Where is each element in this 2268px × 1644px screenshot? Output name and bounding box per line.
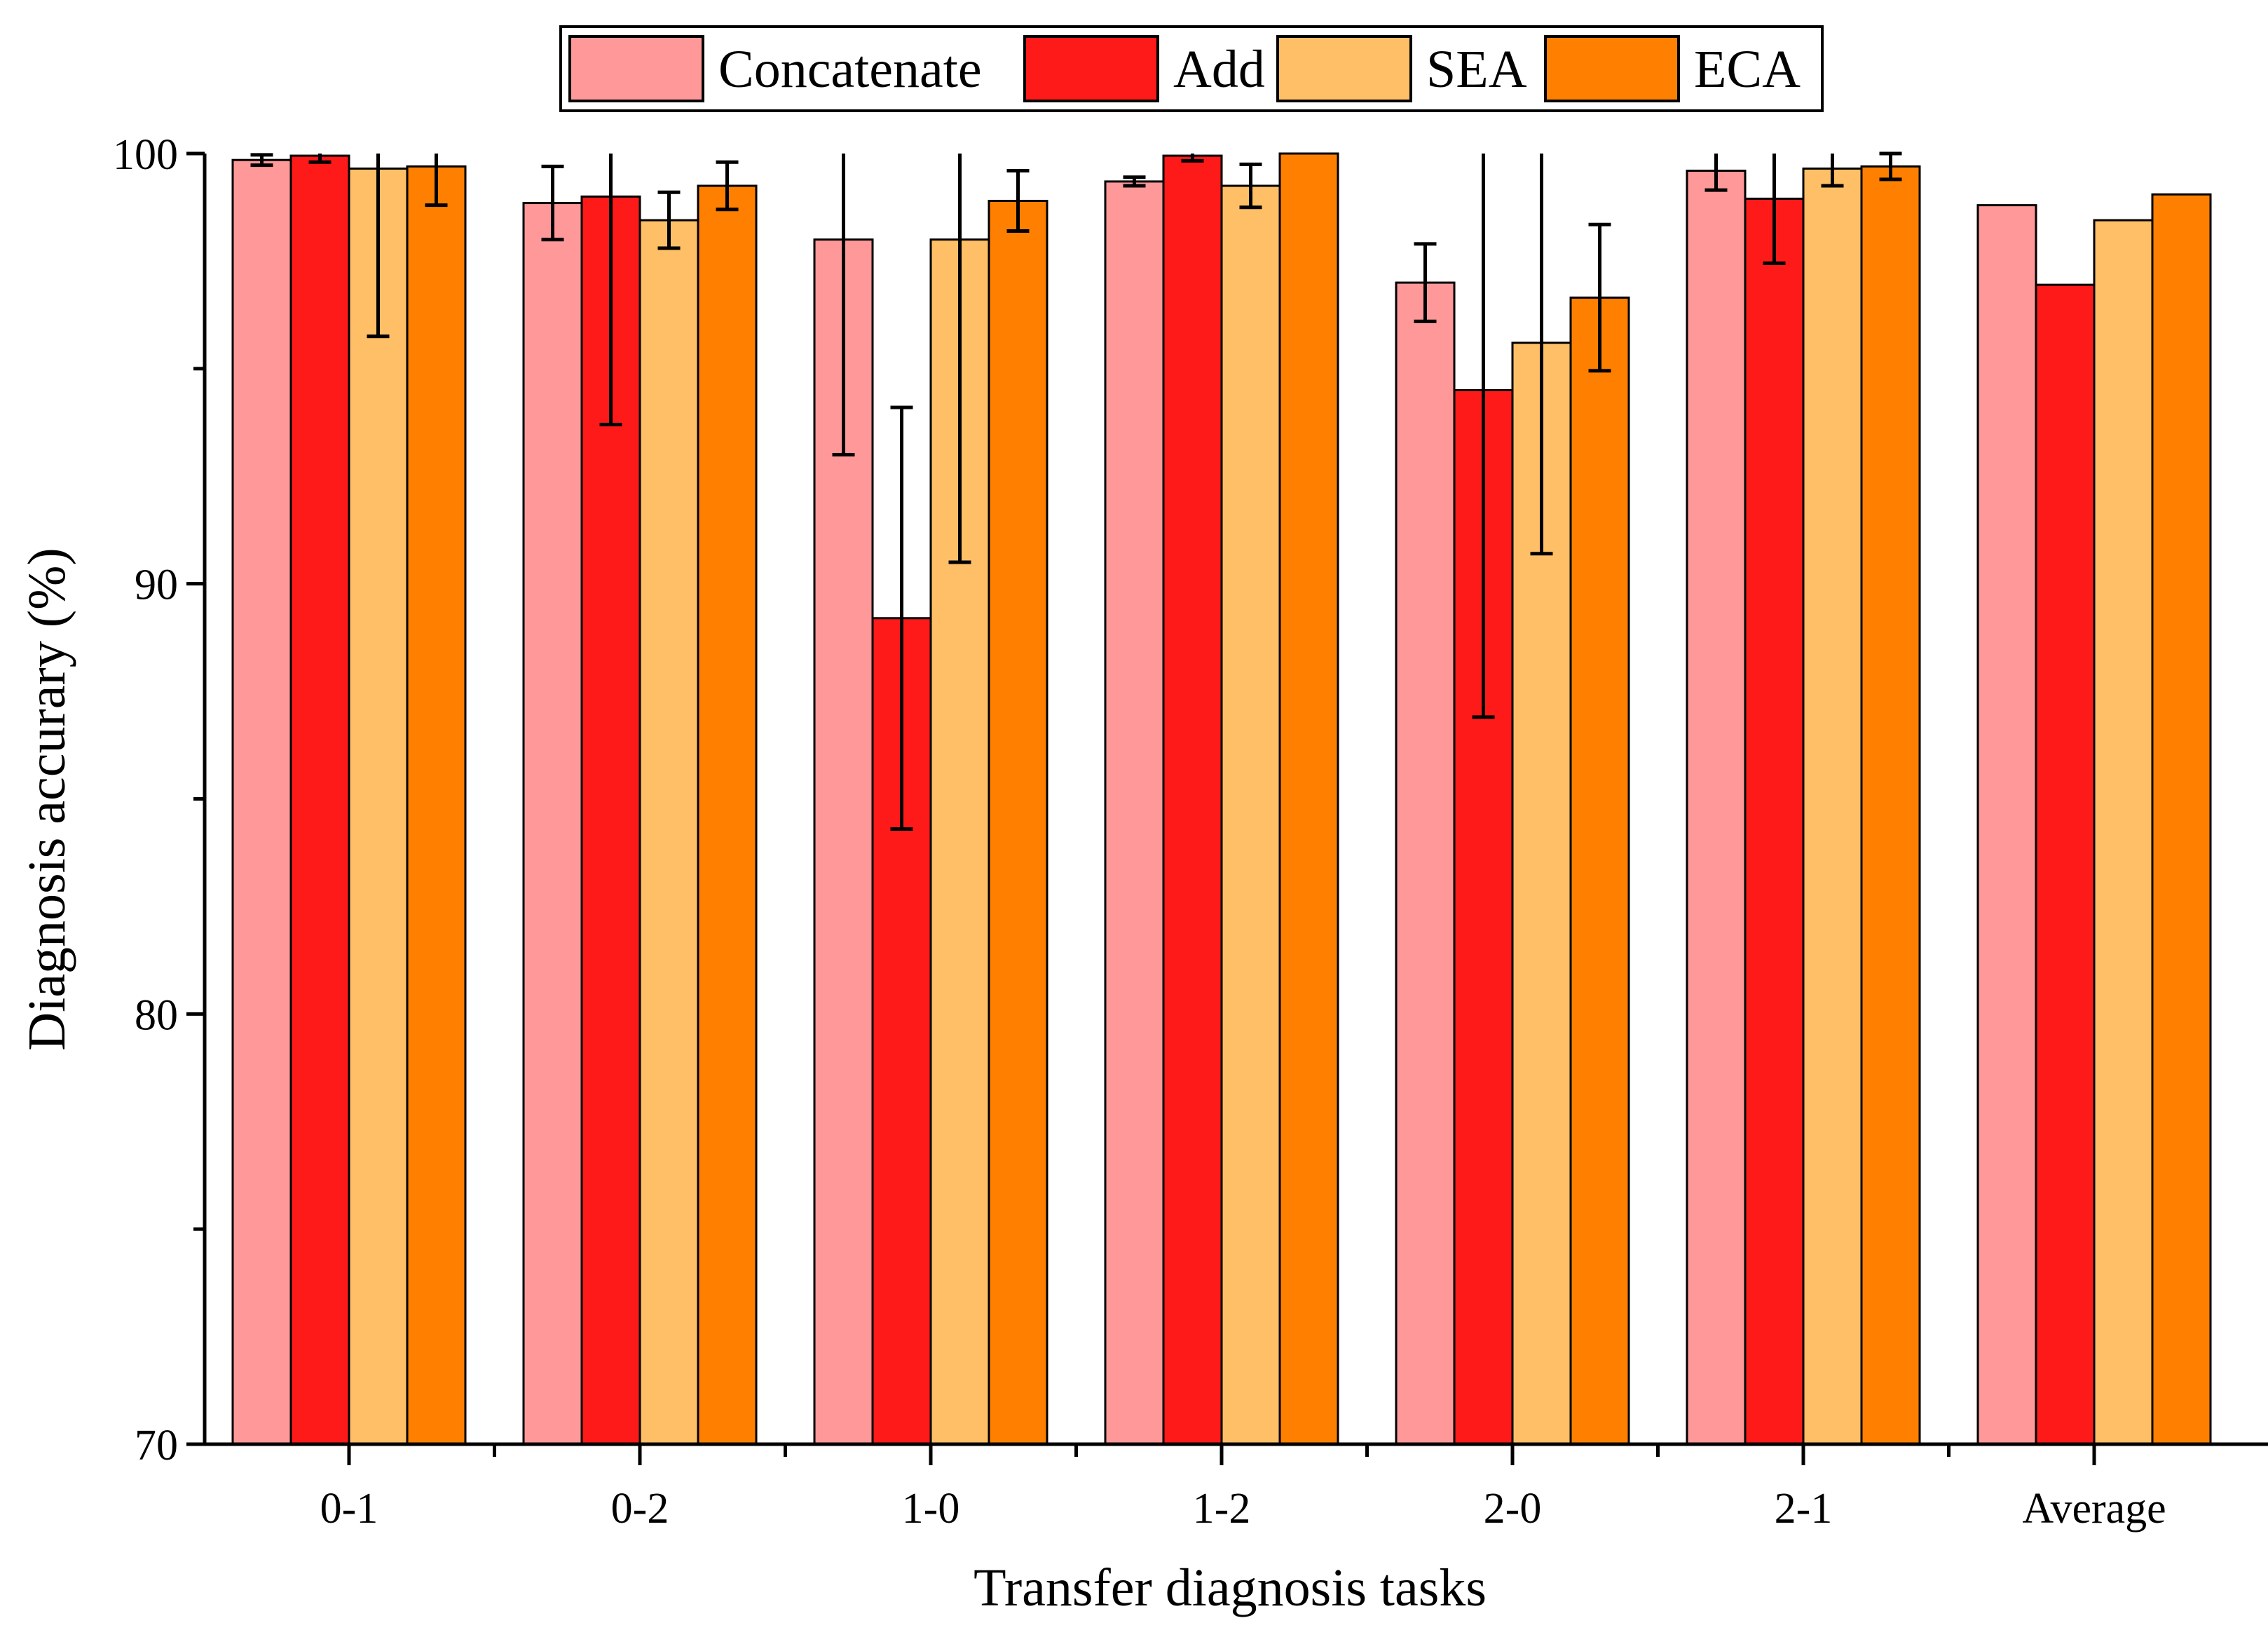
y-tick-label: 80 (135, 991, 178, 1039)
bar-concatenate-0-1 (231, 158, 292, 1446)
x-axis-label: Transfer diagnosis tasks (974, 1558, 1487, 1617)
bar-sea-0-2 (638, 219, 699, 1446)
error-bar-eca-0-2 (716, 160, 739, 212)
error-bar-add-2-0 (1472, 154, 1495, 719)
bar-add-1-2 (1162, 154, 1223, 1446)
bars-layer (231, 152, 2212, 1446)
legend-label-add: Add (1173, 40, 1265, 99)
legend-label-eca: ECA (1694, 40, 1801, 99)
y-tick-label: 100 (113, 131, 178, 179)
bar-eca-0-1 (406, 165, 467, 1446)
x-tick-label: 0-2 (611, 1485, 669, 1533)
x-tick-label: 2-1 (1775, 1485, 1833, 1533)
y-axis-label: Diagnosis accurary (%) (18, 548, 76, 1050)
bar-eca-2-0 (1569, 297, 1630, 1446)
error-bar-concatenate-0-1 (250, 153, 273, 168)
bar-eca-1-0 (988, 200, 1048, 1446)
x-tick-label: 2-0 (1484, 1485, 1542, 1533)
legend-swatch-concatenate (568, 35, 704, 102)
bar-add-0-1 (289, 154, 350, 1446)
error-bar-sea-2-0 (1530, 154, 1553, 556)
legend-swatch-eca (1544, 35, 1680, 102)
bar-eca-1-2 (1278, 152, 1339, 1446)
bar-sea-2-1 (1802, 167, 1863, 1446)
y-tick-label: 90 (135, 562, 178, 609)
bar-sea-average (2093, 219, 2154, 1446)
error-bar-add-1-0 (890, 405, 913, 831)
x-tick-label: 1-2 (1193, 1485, 1251, 1533)
bar-concatenate-0-2 (522, 202, 583, 1446)
axes: 70 80 90 100 0-1 0-2 1-0 1-2 2-0 2-1 Average (113, 131, 2268, 1533)
bar-concatenate-2-0 (1395, 281, 1456, 1446)
error-bar-eca-2-1 (1879, 151, 1902, 182)
error-bar-sea-1-0 (948, 154, 971, 564)
error-bar-concatenate-0-2 (541, 164, 564, 242)
error-bar-concatenate-1-2 (1123, 175, 1146, 188)
x-tick-label: 1-0 (902, 1485, 960, 1533)
y-tick-label: 70 (135, 1422, 178, 1469)
error-bar-sea-1-2 (1239, 162, 1262, 210)
x-tick-label: 0-1 (320, 1485, 378, 1533)
bar-sea-0-1 (348, 167, 409, 1446)
error-bar-eca-1-0 (1006, 169, 1030, 233)
error-bar-add-0-2 (599, 154, 622, 427)
error-bar-concatenate-2-1 (1705, 154, 1728, 192)
error-bar-sea-2-1 (1821, 154, 1844, 188)
error-bar-sea-0-1 (367, 154, 390, 339)
legend-label-sea: SEA (1426, 40, 1527, 99)
bar-add-2-1 (1744, 197, 1805, 1446)
error-bar-add-2-1 (1763, 154, 1786, 265)
error-bar-eca-2-0 (1588, 222, 1611, 373)
x-tick-label: Average (2022, 1485, 2166, 1533)
error-bar-eca-0-1 (425, 154, 448, 208)
bar-eca-average (2151, 193, 2212, 1446)
bar-concatenate-1-2 (1104, 180, 1165, 1446)
legend-swatch-add (1023, 35, 1159, 102)
bar-eca-0-2 (697, 184, 758, 1446)
bar-concatenate-average (1976, 204, 2037, 1446)
bar-concatenate-2-1 (1686, 170, 1747, 1446)
legend-label-concatenate: Concatenate (718, 40, 982, 99)
legend: Concatenate Add SEA ECA (559, 25, 1824, 112)
error-bar-concatenate-2-0 (1414, 242, 1437, 323)
error-bar-add-1-2 (1181, 154, 1204, 163)
error-bar-concatenate-1-0 (832, 154, 855, 457)
error-bars-layer (250, 151, 1902, 831)
bar-eca-2-1 (1860, 165, 1921, 1446)
bar-sea-1-2 (1220, 184, 1281, 1446)
error-bar-sea-0-2 (657, 190, 681, 250)
bar-add-average (2035, 283, 2096, 1446)
error-bar-add-0-1 (308, 154, 332, 164)
legend-swatch-sea (1276, 35, 1412, 102)
